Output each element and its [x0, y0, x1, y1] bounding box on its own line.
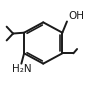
Text: H₂N: H₂N	[12, 64, 32, 74]
Text: OH: OH	[68, 11, 84, 21]
